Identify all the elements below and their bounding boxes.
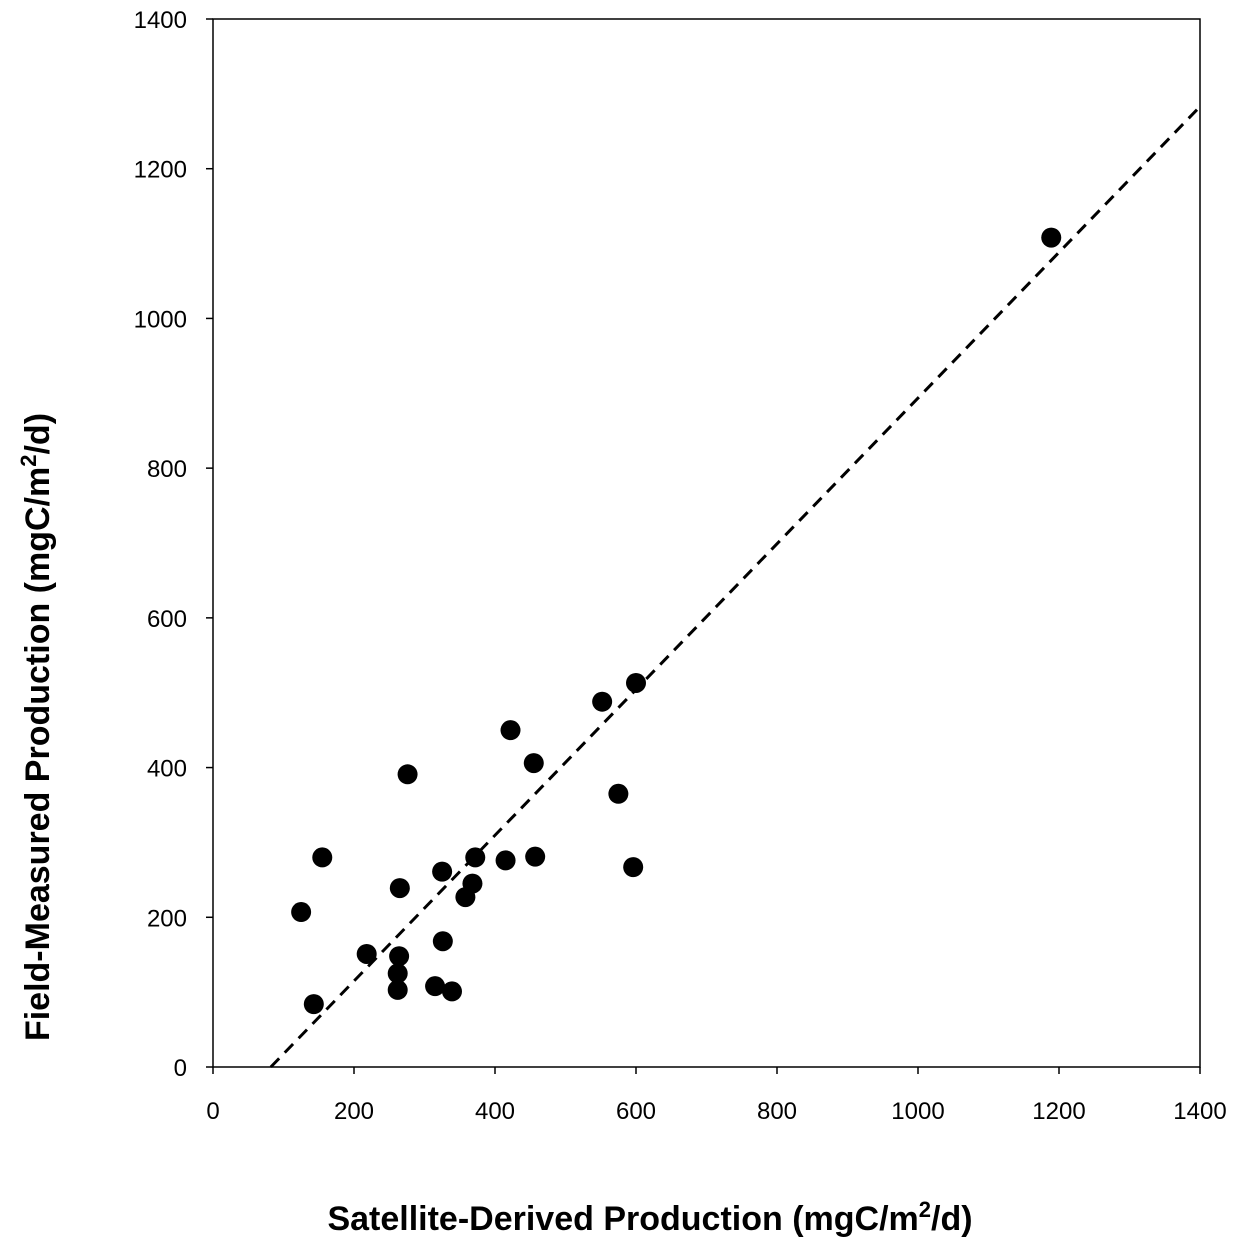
y-tick-label: 600: [147, 606, 187, 633]
data-point: [312, 847, 333, 868]
data-point: [500, 720, 521, 741]
data-point: [1041, 227, 1062, 248]
x-axis-title: Satellite-Derived Production (mgC/m2/d): [327, 1197, 972, 1238]
data-point: [465, 847, 486, 868]
data-point: [425, 976, 446, 997]
plot-frame: [212, 18, 1201, 1068]
x-tick-label: 400: [475, 1098, 515, 1125]
x-tick-label: 200: [334, 1098, 374, 1125]
data-point: [432, 931, 453, 952]
y-tick-label: 1000: [134, 306, 187, 333]
data-point: [291, 902, 312, 923]
x-tick-label: 800: [757, 1098, 797, 1125]
data-point: [356, 943, 377, 964]
y-axis-title: Field-Measured Production (mgC/m2/d): [16, 413, 57, 1041]
data-point: [495, 850, 516, 871]
x-tick-label: 600: [616, 1098, 656, 1125]
y-tick-label: 800: [147, 456, 187, 483]
data-point: [608, 783, 629, 804]
data-point: [623, 857, 644, 878]
data-point: [441, 981, 462, 1002]
data-point: [432, 861, 453, 882]
data-point: [523, 753, 544, 774]
data-point: [387, 979, 408, 1000]
y-tick-label: 400: [147, 756, 187, 783]
data-point: [626, 672, 646, 693]
y-tick-label: 1200: [134, 157, 187, 184]
data-point: [389, 946, 410, 967]
x-tick-label: 1400: [1173, 1098, 1226, 1125]
data-point: [389, 878, 410, 899]
data-point: [303, 994, 324, 1015]
dashed-trend-line: [269, 105, 1202, 1069]
x-tick-label: 0: [206, 1098, 219, 1125]
y-tick-label: 200: [147, 905, 187, 932]
x-tick-label: 1200: [1032, 1098, 1085, 1125]
y-tick-label: 1400: [134, 7, 187, 34]
data-point: [387, 963, 408, 984]
data-points: [291, 227, 1062, 1015]
data-point: [462, 873, 483, 894]
x-tick-label: 1000: [891, 1098, 944, 1125]
data-point: [525, 846, 546, 867]
axis-ticks: 0 200 400 600 800 1000 1200 1400 0 200 400 600 800 10…: [134, 7, 1227, 1125]
data-point: [592, 691, 613, 712]
y-tick-label: 0: [174, 1055, 187, 1082]
plot-area: [212, 18, 1202, 1069]
data-point: [397, 764, 418, 785]
